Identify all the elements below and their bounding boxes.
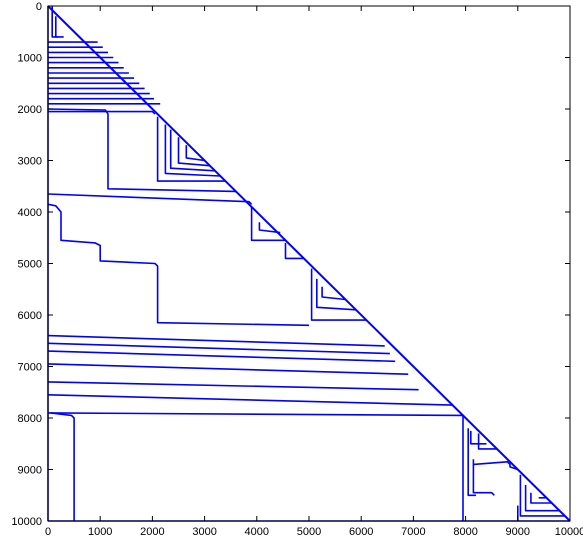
series-layer — [47, 5, 571, 522]
x-tick-label: 8000 — [453, 526, 477, 538]
series-line-20 — [164, 124, 221, 177]
series-line-37 — [47, 394, 453, 406]
y-tick-label: 10000 — [11, 516, 42, 528]
series-line-48 — [530, 492, 552, 504]
series-line-46 — [519, 474, 565, 517]
series-line-42 — [472, 459, 495, 496]
x-tick-label: 6000 — [349, 526, 373, 538]
series-line-35 — [47, 363, 409, 375]
series-line-3 — [54, 16, 64, 38]
series-line-21 — [169, 129, 216, 172]
x-tick-label: 1000 — [88, 526, 112, 538]
x-tick-label: 2000 — [140, 526, 164, 538]
series-line-41 — [467, 428, 476, 497]
series-line-47 — [524, 485, 560, 512]
x-tick-label: 4000 — [245, 526, 269, 538]
y-tick-label: 0 — [36, 1, 42, 13]
y-tick-label: 4000 — [18, 207, 42, 219]
series-line-30 — [315, 278, 357, 311]
series-line-18 — [47, 108, 236, 193]
series-line-32 — [47, 334, 385, 347]
series-line-43 — [469, 430, 487, 445]
series-line-33 — [47, 342, 390, 355]
series-line-24 — [47, 193, 253, 205]
x-tick-label: 0 — [45, 526, 51, 538]
series-line-45 — [473, 460, 519, 471]
series-line-39 — [50, 412, 75, 521]
series-line-25 — [47, 203, 310, 327]
y-tick-label: 8000 — [18, 413, 42, 425]
y-tick-label: 3000 — [18, 156, 42, 168]
series-line-19 — [156, 116, 226, 182]
x-tick-label: 10000 — [555, 526, 583, 538]
x-tick-label: 7000 — [401, 526, 425, 538]
series-line-27 — [258, 222, 281, 234]
series-line-31 — [321, 286, 346, 301]
y-tick-label: 9000 — [18, 465, 42, 477]
diagonal-envelope-line — [47, 5, 571, 522]
y-tick-label: 5000 — [18, 259, 42, 271]
x-axis: 0 1000 2000 3000 4000 5000 6000 7000 8000 9000 100… — [45, 6, 583, 538]
x-tick-label: 5000 — [297, 526, 321, 538]
x-tick-label: 9000 — [506, 526, 530, 538]
y-tick-label: 1000 — [18, 53, 42, 65]
series-line-28 — [284, 242, 304, 260]
y-tick-label: 2000 — [18, 104, 42, 116]
series-line-26 — [250, 206, 286, 242]
y-tick-label: 6000 — [18, 310, 42, 322]
y-tick-label: 7000 — [18, 362, 42, 374]
series-line-34 — [47, 350, 396, 363]
y-axis: 0 1000 2000 3000 4000 5000 6000 7000 8000 9000 100… — [11, 1, 570, 528]
series-line-29 — [310, 268, 367, 321]
series-line-17 — [48, 110, 156, 115]
series-line-23 — [185, 145, 205, 162]
series-line-38 — [47, 412, 464, 417]
series-line-36 — [47, 381, 419, 391]
x-tick-label: 3000 — [192, 526, 216, 538]
series-line-22 — [177, 137, 210, 167]
series-line-44 — [477, 433, 497, 450]
